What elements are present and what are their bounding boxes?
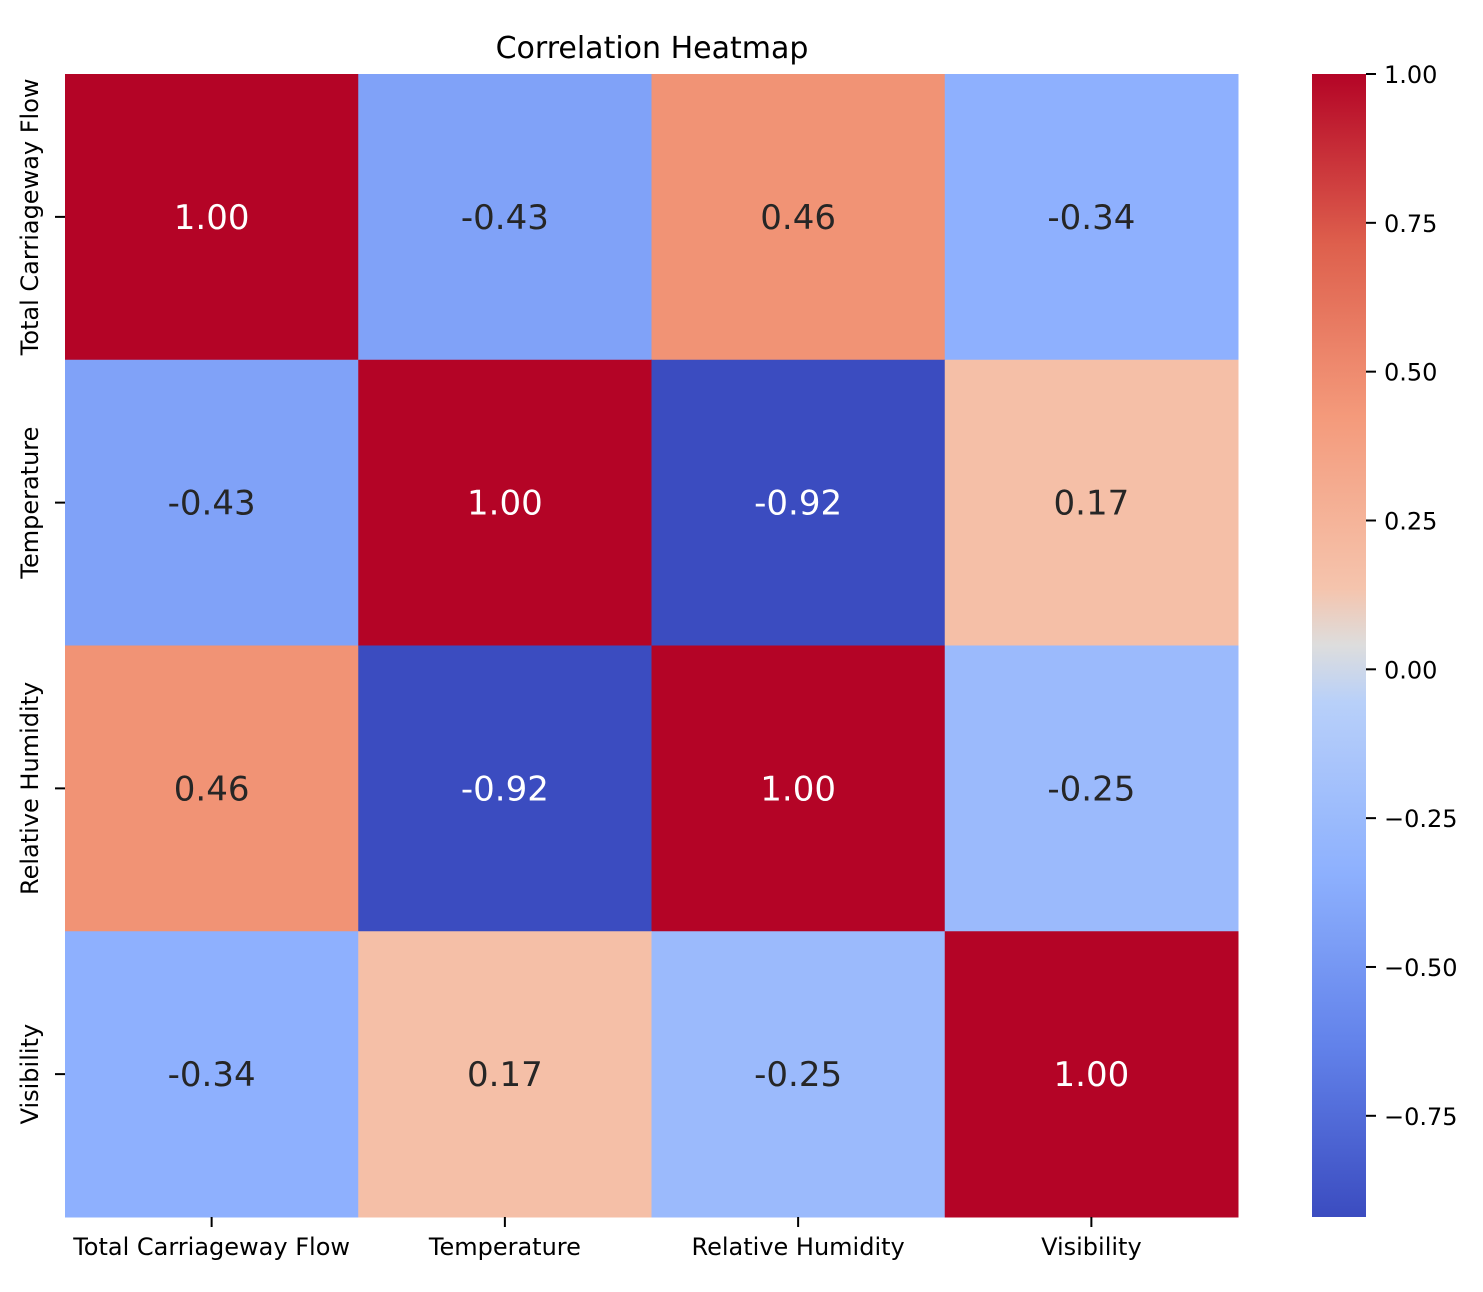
heatmap-cell-r2-c0 <box>65 645 359 932</box>
colorbar-tick-label: −0.75 <box>1384 1103 1458 1131</box>
cell-value-label: -0.92 <box>754 484 842 524</box>
cell-value-label: 0.46 <box>174 769 250 809</box>
cell-value-label: 1.00 <box>1054 1055 1130 1095</box>
x-tick-label: Relative Humidity <box>692 1233 905 1261</box>
heatmap-cell-r2-c3 <box>944 645 1239 932</box>
heatmap-cell-r0-c3 <box>944 74 1239 361</box>
heatmap-cell-r1-c1 <box>358 359 652 646</box>
colorbar-tick-label: 0.00 <box>1384 656 1437 684</box>
x-tick-label: Temperature <box>428 1233 581 1261</box>
colorbar-tick-label: 0.75 <box>1384 210 1437 238</box>
cell-value-label: -0.43 <box>168 484 256 524</box>
colorbar-tick-label: 1.00 <box>1384 61 1437 89</box>
colorbar-tick-label: 0.50 <box>1384 359 1437 387</box>
cell-value-label: 0.17 <box>1054 484 1130 524</box>
y-tick-label: Temperature <box>16 427 44 580</box>
heatmap-cell-r1-c0 <box>65 359 359 646</box>
cell-value-label: -0.25 <box>1047 769 1135 809</box>
heatmap-cell-r0-c2 <box>651 74 946 361</box>
y-tick-label: Visibility <box>16 1024 44 1125</box>
x-tick-label: Total Carriageway Flow <box>72 1233 350 1261</box>
colorbar-tick-label: −0.50 <box>1384 954 1458 982</box>
heatmap-cell-r3-c0 <box>65 931 359 1218</box>
cell-value-label: 1.00 <box>760 769 836 809</box>
y-tick-label: Relative Humidity <box>16 682 44 895</box>
cell-value-label: 1.00 <box>467 484 543 524</box>
heatmap-cell-r1-c2 <box>651 359 946 646</box>
heatmap-cell-r1-c3 <box>944 359 1239 646</box>
colorbar-gradient <box>1312 74 1366 1217</box>
heatmap-cell-r3-c3 <box>944 931 1239 1218</box>
x-axis: Total Carriageway Flow Temperature Relativ… <box>72 1217 1142 1261</box>
y-tick-label: Total Carriageway Flow <box>16 78 44 356</box>
cell-value-label: 0.46 <box>760 198 836 238</box>
chart-title: Correlation Heatmap <box>496 31 809 66</box>
cell-value-label: 0.17 <box>467 1055 543 1095</box>
colorbar: 1.00 0.75 0.50 0.25 0.00 −0.25 −0.50 −0.75 <box>1312 61 1458 1217</box>
cell-value-label: -0.34 <box>1047 198 1135 238</box>
heatmap-cell-r2-c1 <box>358 645 652 932</box>
colorbar-tick-label: 0.25 <box>1384 507 1437 535</box>
heatmap-cells <box>65 74 1239 1218</box>
cell-value-label: 1.00 <box>174 198 250 238</box>
heatmap-cell-labels: 1.00 -0.43 0.46 -0.34 -0.43 1.00 -0.92 0.17 0.46… <box>168 198 1136 1095</box>
cell-value-label: -0.34 <box>168 1055 256 1095</box>
cell-value-label: -0.25 <box>754 1055 842 1095</box>
heatmap-cell-r3-c1 <box>358 931 652 1218</box>
heatmap-cell-r0-c0 <box>65 74 359 361</box>
y-axis: Total Carriageway Flow Temperature Relativ… <box>16 78 65 1124</box>
cell-value-label: -0.92 <box>461 769 549 809</box>
x-tick-label: Visibility <box>1041 1233 1142 1261</box>
cell-value-label: -0.43 <box>461 198 549 238</box>
colorbar-tick-label: −0.25 <box>1384 805 1458 833</box>
heatmap-cell-r2-c2 <box>651 645 946 932</box>
heatmap-cell-r0-c1 <box>358 74 652 361</box>
heatmap-cell-r3-c2 <box>651 931 946 1218</box>
